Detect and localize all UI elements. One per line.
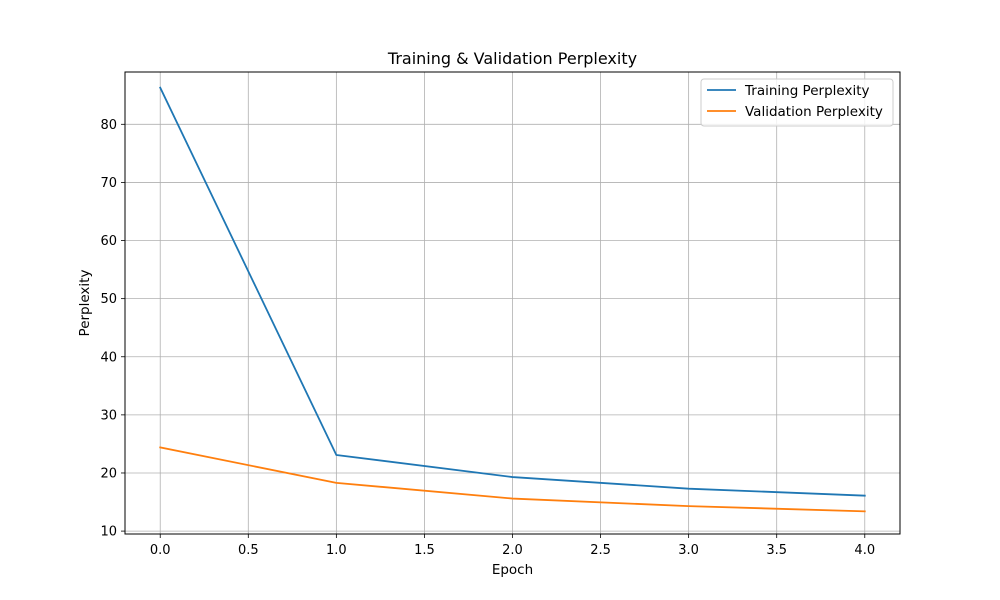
x-tick-label: 0.5 bbox=[238, 543, 259, 558]
y-tick-label: 60 bbox=[100, 234, 117, 249]
legend: Training Perplexity Validation Perplexit… bbox=[700, 78, 894, 127]
x-axis-title: Epoch bbox=[492, 562, 533, 578]
legend-label-validation: Validation Perplexity bbox=[745, 104, 883, 120]
x-tick-label: 1.0 bbox=[326, 543, 347, 558]
x-axis-ticks: 0.0 0.5 1.0 1.5 2.0 2.5 3.0 3.5 4.0 bbox=[150, 534, 875, 558]
x-tick-label: 1.5 bbox=[414, 543, 435, 558]
legend-label-training: Training Perplexity bbox=[744, 83, 870, 99]
y-tick-label: 40 bbox=[100, 350, 117, 365]
y-tick-label: 70 bbox=[100, 176, 117, 191]
x-tick-label: 4.0 bbox=[854, 543, 875, 558]
x-tick-label: 3.0 bbox=[678, 543, 699, 558]
y-tick-label: 80 bbox=[100, 118, 117, 133]
series-layer bbox=[159, 86, 866, 513]
legend-box bbox=[700, 78, 894, 127]
x-tick-label: 3.5 bbox=[766, 543, 787, 558]
y-tick-label: 50 bbox=[100, 292, 117, 307]
y-axis-ticks: 10 20 30 40 50 60 70 80 bbox=[100, 118, 125, 540]
series-line-training-perplexity bbox=[159, 86, 866, 497]
series-line-validation-perplexity bbox=[159, 446, 866, 513]
chart-title: Training & Validation Perplexity bbox=[387, 49, 637, 68]
y-tick-label: 20 bbox=[100, 466, 117, 481]
x-tick-label: 2.0 bbox=[502, 543, 523, 558]
x-tick-label: 0.0 bbox=[150, 543, 171, 558]
y-tick-label: 10 bbox=[100, 525, 117, 540]
x-tick-label: 2.5 bbox=[590, 543, 611, 558]
y-tick-label: 30 bbox=[100, 408, 117, 423]
y-axis-title: Perplexity bbox=[77, 270, 93, 337]
